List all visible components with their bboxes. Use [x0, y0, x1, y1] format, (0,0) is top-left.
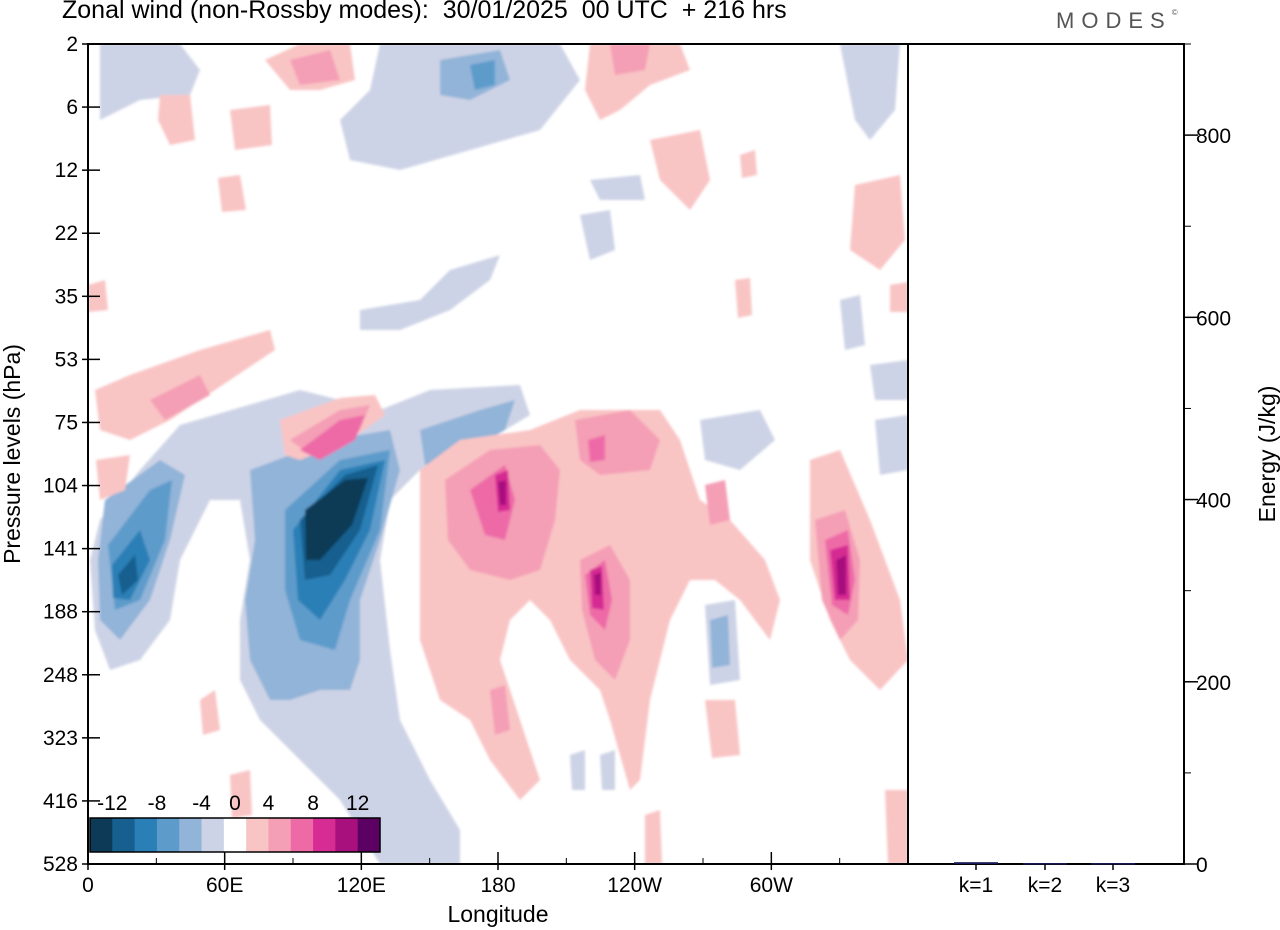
x-tick-label: 0	[82, 874, 94, 897]
y-tick-label: 35	[55, 285, 78, 308]
energy-tick-label: 400	[1196, 490, 1231, 513]
energy-category-label: k=2	[1028, 874, 1062, 897]
colorbar-frame	[89, 817, 381, 853]
chart-title: Zonal wind (non-Rossby modes): 30/01/202…	[62, 0, 787, 24]
colorbar-swatch	[156, 818, 180, 852]
logo-text: MODES	[1056, 8, 1172, 33]
colorbar-tick-label: 12	[346, 792, 369, 815]
wind-contour-field	[88, 44, 908, 864]
energy-category-label: k=1	[959, 874, 993, 897]
x-axis-label: Longitude	[447, 901, 548, 927]
colorbar-swatch	[112, 818, 136, 852]
x-tick-label: 60W	[750, 874, 793, 897]
colorbar-swatch	[134, 818, 158, 852]
y-tick-label: 75	[55, 411, 78, 434]
energy-bar	[954, 862, 998, 864]
colorbar-swatch	[268, 818, 292, 852]
colorbar-tick-label: -12	[97, 792, 127, 815]
energy-category-label: k=3	[1096, 874, 1130, 897]
y-tick-label: 188	[43, 601, 78, 624]
y-tick-label: 53	[55, 348, 78, 371]
energy-panel-frame	[907, 43, 1185, 865]
colorbar-tick-label: 4	[263, 792, 275, 815]
y-tick-label: 22	[55, 222, 78, 245]
colorbar-swatch	[290, 818, 314, 852]
colorbar-swatch	[179, 818, 203, 852]
energy-axis-label: Energy (J/kg)	[1254, 386, 1280, 523]
pressure-axis: 2 6 12 22 35 53 75 104 141 188 248 323 416 528	[43, 33, 100, 876]
y-tick-label: 528	[43, 853, 78, 876]
y-axis-label: Pressure levels (hPa)	[0, 344, 25, 564]
x-tick-label: 60E	[206, 874, 243, 897]
y-tick-label: 323	[43, 727, 78, 750]
colorbar-tick-label: 0	[229, 792, 241, 815]
colorbar-swatch	[246, 818, 269, 852]
y-tick-label: 248	[43, 664, 78, 687]
colorbar-tick-label: -4	[192, 792, 211, 815]
longitude-axis: 0 60E 120E 180 120W 60W	[82, 852, 841, 897]
x-tick-label: 180	[480, 874, 515, 897]
colorbar-swatch	[357, 818, 381, 852]
strong-pink-patches	[300, 415, 855, 630]
energy-axis: 0 200 400 600 800	[1184, 43, 1231, 877]
y-tick-label: 12	[55, 159, 78, 182]
deep-blue-patches	[108, 60, 495, 650]
energy-bar	[1023, 863, 1067, 865]
energy-tick-label: 800	[1196, 125, 1231, 148]
energy-tick-label: 600	[1196, 307, 1231, 330]
y-tick-label: 416	[43, 790, 78, 813]
modes-logo: MODES©	[1056, 8, 1178, 34]
copyright-mark: ©	[1171, 8, 1178, 17]
y-tick-label: 2	[66, 33, 78, 56]
colorbar-swatch	[223, 818, 247, 852]
energy-tick-label: 0	[1196, 854, 1208, 877]
x-tick-label: 120W	[607, 874, 662, 897]
colorbar-swatch	[90, 818, 113, 852]
energy-bar	[1091, 863, 1135, 865]
energy-bars: k=1 k=2 k=3	[954, 862, 1135, 897]
y-tick-label: 141	[43, 538, 78, 561]
y-tick-label: 6	[66, 96, 78, 119]
colorbar: -12 -8 -4 0 4 8 12	[89, 792, 381, 853]
colorbar-swatch	[313, 818, 336, 852]
x-tick-label: 120E	[337, 874, 386, 897]
colorbar-swatch	[201, 818, 225, 852]
colorbar-swatch	[335, 818, 359, 852]
colorbar-tick-label: 8	[307, 792, 319, 815]
energy-tick-label: 200	[1196, 672, 1231, 695]
colorbar-tick-label: -8	[148, 792, 167, 815]
y-tick-label: 104	[43, 475, 78, 498]
